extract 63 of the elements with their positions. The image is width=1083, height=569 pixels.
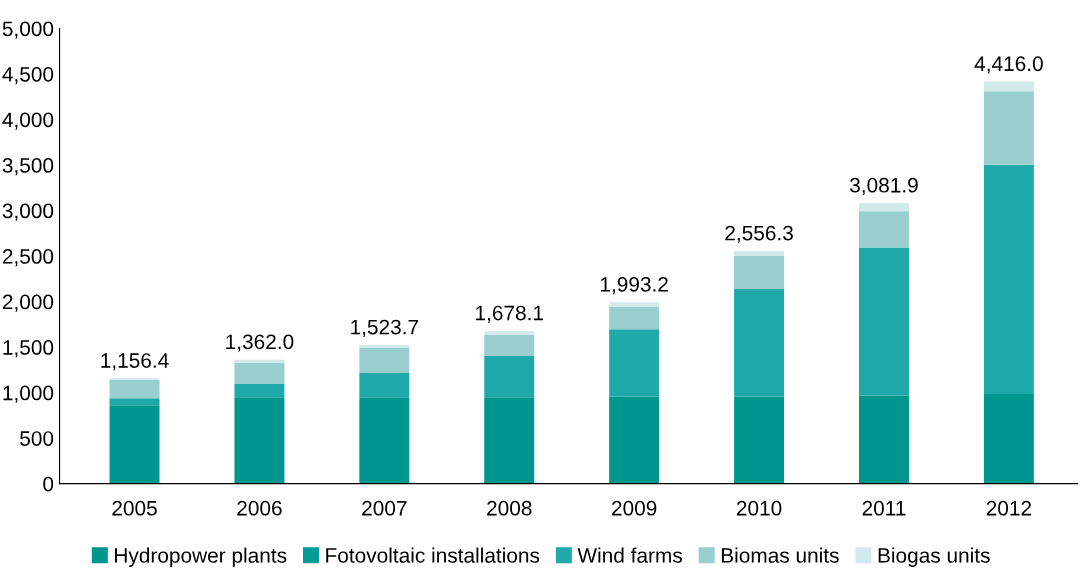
y-tick-label: 4,500 xyxy=(2,66,54,85)
bar xyxy=(109,380,160,399)
bar xyxy=(234,397,285,484)
total-label: 1,993.2 xyxy=(600,276,668,295)
bar xyxy=(484,334,535,356)
bar xyxy=(359,373,410,398)
x-tick-label: 2007 xyxy=(362,500,407,516)
bar xyxy=(858,211,909,248)
total-label: 3,081.9 xyxy=(850,177,918,196)
bar xyxy=(484,397,535,484)
x-tick-label: 2011 xyxy=(862,500,906,516)
bar xyxy=(858,247,909,396)
bar xyxy=(109,398,160,406)
x-tick-label: 2005 xyxy=(112,500,157,516)
bar xyxy=(609,302,660,307)
bar xyxy=(609,396,660,484)
bar xyxy=(983,91,1034,165)
bar xyxy=(234,384,285,398)
bar xyxy=(983,164,1034,394)
y-tick-label: 4,000 xyxy=(2,112,54,130)
y-tick-label: 3,500 xyxy=(2,158,54,176)
bar xyxy=(858,395,909,484)
bar xyxy=(484,330,535,335)
bar xyxy=(734,396,785,484)
bar xyxy=(858,203,909,212)
bar xyxy=(234,359,285,363)
x-tick-label: 2012 xyxy=(986,500,1032,516)
legend-label: Wind farms xyxy=(577,547,682,563)
y-tick-label: 3,000 xyxy=(2,203,54,221)
bar xyxy=(609,306,660,330)
y-tick-label: 500 xyxy=(20,431,54,446)
total-label: 4,416.0 xyxy=(974,56,1043,74)
bar xyxy=(234,362,285,385)
x-tick-label: 2008 xyxy=(487,500,532,516)
total-label: 1,523.7 xyxy=(351,319,419,337)
x-tick-label: 2006 xyxy=(237,500,282,516)
bar xyxy=(734,289,785,397)
bar xyxy=(109,405,160,484)
bar xyxy=(359,397,410,484)
y-tick-label: 2,500 xyxy=(2,249,54,267)
total-label: 1,678.1 xyxy=(476,305,543,323)
bar xyxy=(359,344,410,348)
x-tick-label: 2010 xyxy=(736,500,782,516)
y-tick-label: 1,500 xyxy=(3,340,54,358)
legend-label: Fotovoltaic installations xyxy=(326,547,540,563)
bar xyxy=(983,81,1034,92)
total-label: 1,156.4 xyxy=(101,353,169,371)
bar xyxy=(983,393,1034,484)
bar xyxy=(734,250,785,257)
x-tick-label: 2009 xyxy=(612,500,657,516)
legend-label: Hydropower plants xyxy=(115,547,287,567)
total-label: 2,556.3 xyxy=(725,225,793,243)
total-label: 1,362.0 xyxy=(226,334,294,352)
y-tick-label: 5,000 xyxy=(2,21,54,39)
y-tick-label: 1,000 xyxy=(3,385,54,403)
y-tick-label: 0 xyxy=(43,476,54,492)
bar xyxy=(734,256,785,290)
legend-label: Biogas units xyxy=(878,547,990,567)
y-tick-label: 2,000 xyxy=(2,294,54,312)
bar xyxy=(484,355,535,398)
bar xyxy=(359,347,410,374)
legend-label: Biomas units xyxy=(721,547,839,563)
bar xyxy=(609,329,660,397)
